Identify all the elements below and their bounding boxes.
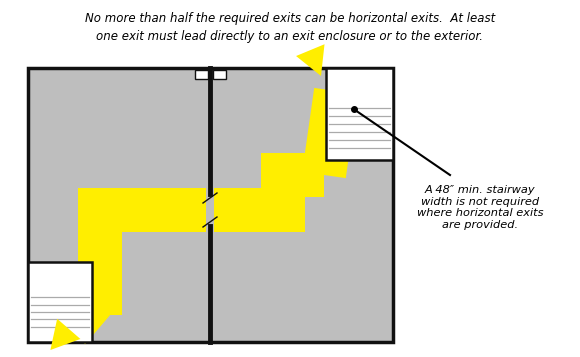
Polygon shape: [178, 195, 206, 225]
Text: No more than half the required exits can be horizontal exits.  At least: No more than half the required exits can…: [85, 12, 495, 25]
Polygon shape: [214, 188, 283, 232]
Bar: [195, 70, 208, 79]
Bar: [78, 188, 122, 232]
Polygon shape: [296, 44, 325, 76]
Text: one exit must lead directly to an exit enclosure or to the exterior.: one exit must lead directly to an exit e…: [96, 30, 484, 43]
Bar: [28, 262, 92, 342]
Bar: [28, 68, 393, 342]
Polygon shape: [302, 88, 358, 178]
Bar: [261, 188, 305, 232]
Bar: [326, 68, 393, 160]
Bar: [78, 271, 122, 315]
Polygon shape: [283, 153, 324, 197]
Bar: [213, 70, 226, 79]
Polygon shape: [78, 210, 122, 293]
Polygon shape: [100, 188, 206, 232]
Polygon shape: [261, 175, 305, 210]
Polygon shape: [214, 195, 242, 225]
Polygon shape: [50, 319, 81, 350]
Polygon shape: [52, 279, 117, 344]
Bar: [261, 153, 305, 197]
Text: A 48″ min. stairway
width is not required
where horizontal exits
are provided.: A 48″ min. stairway width is not require…: [417, 185, 543, 230]
